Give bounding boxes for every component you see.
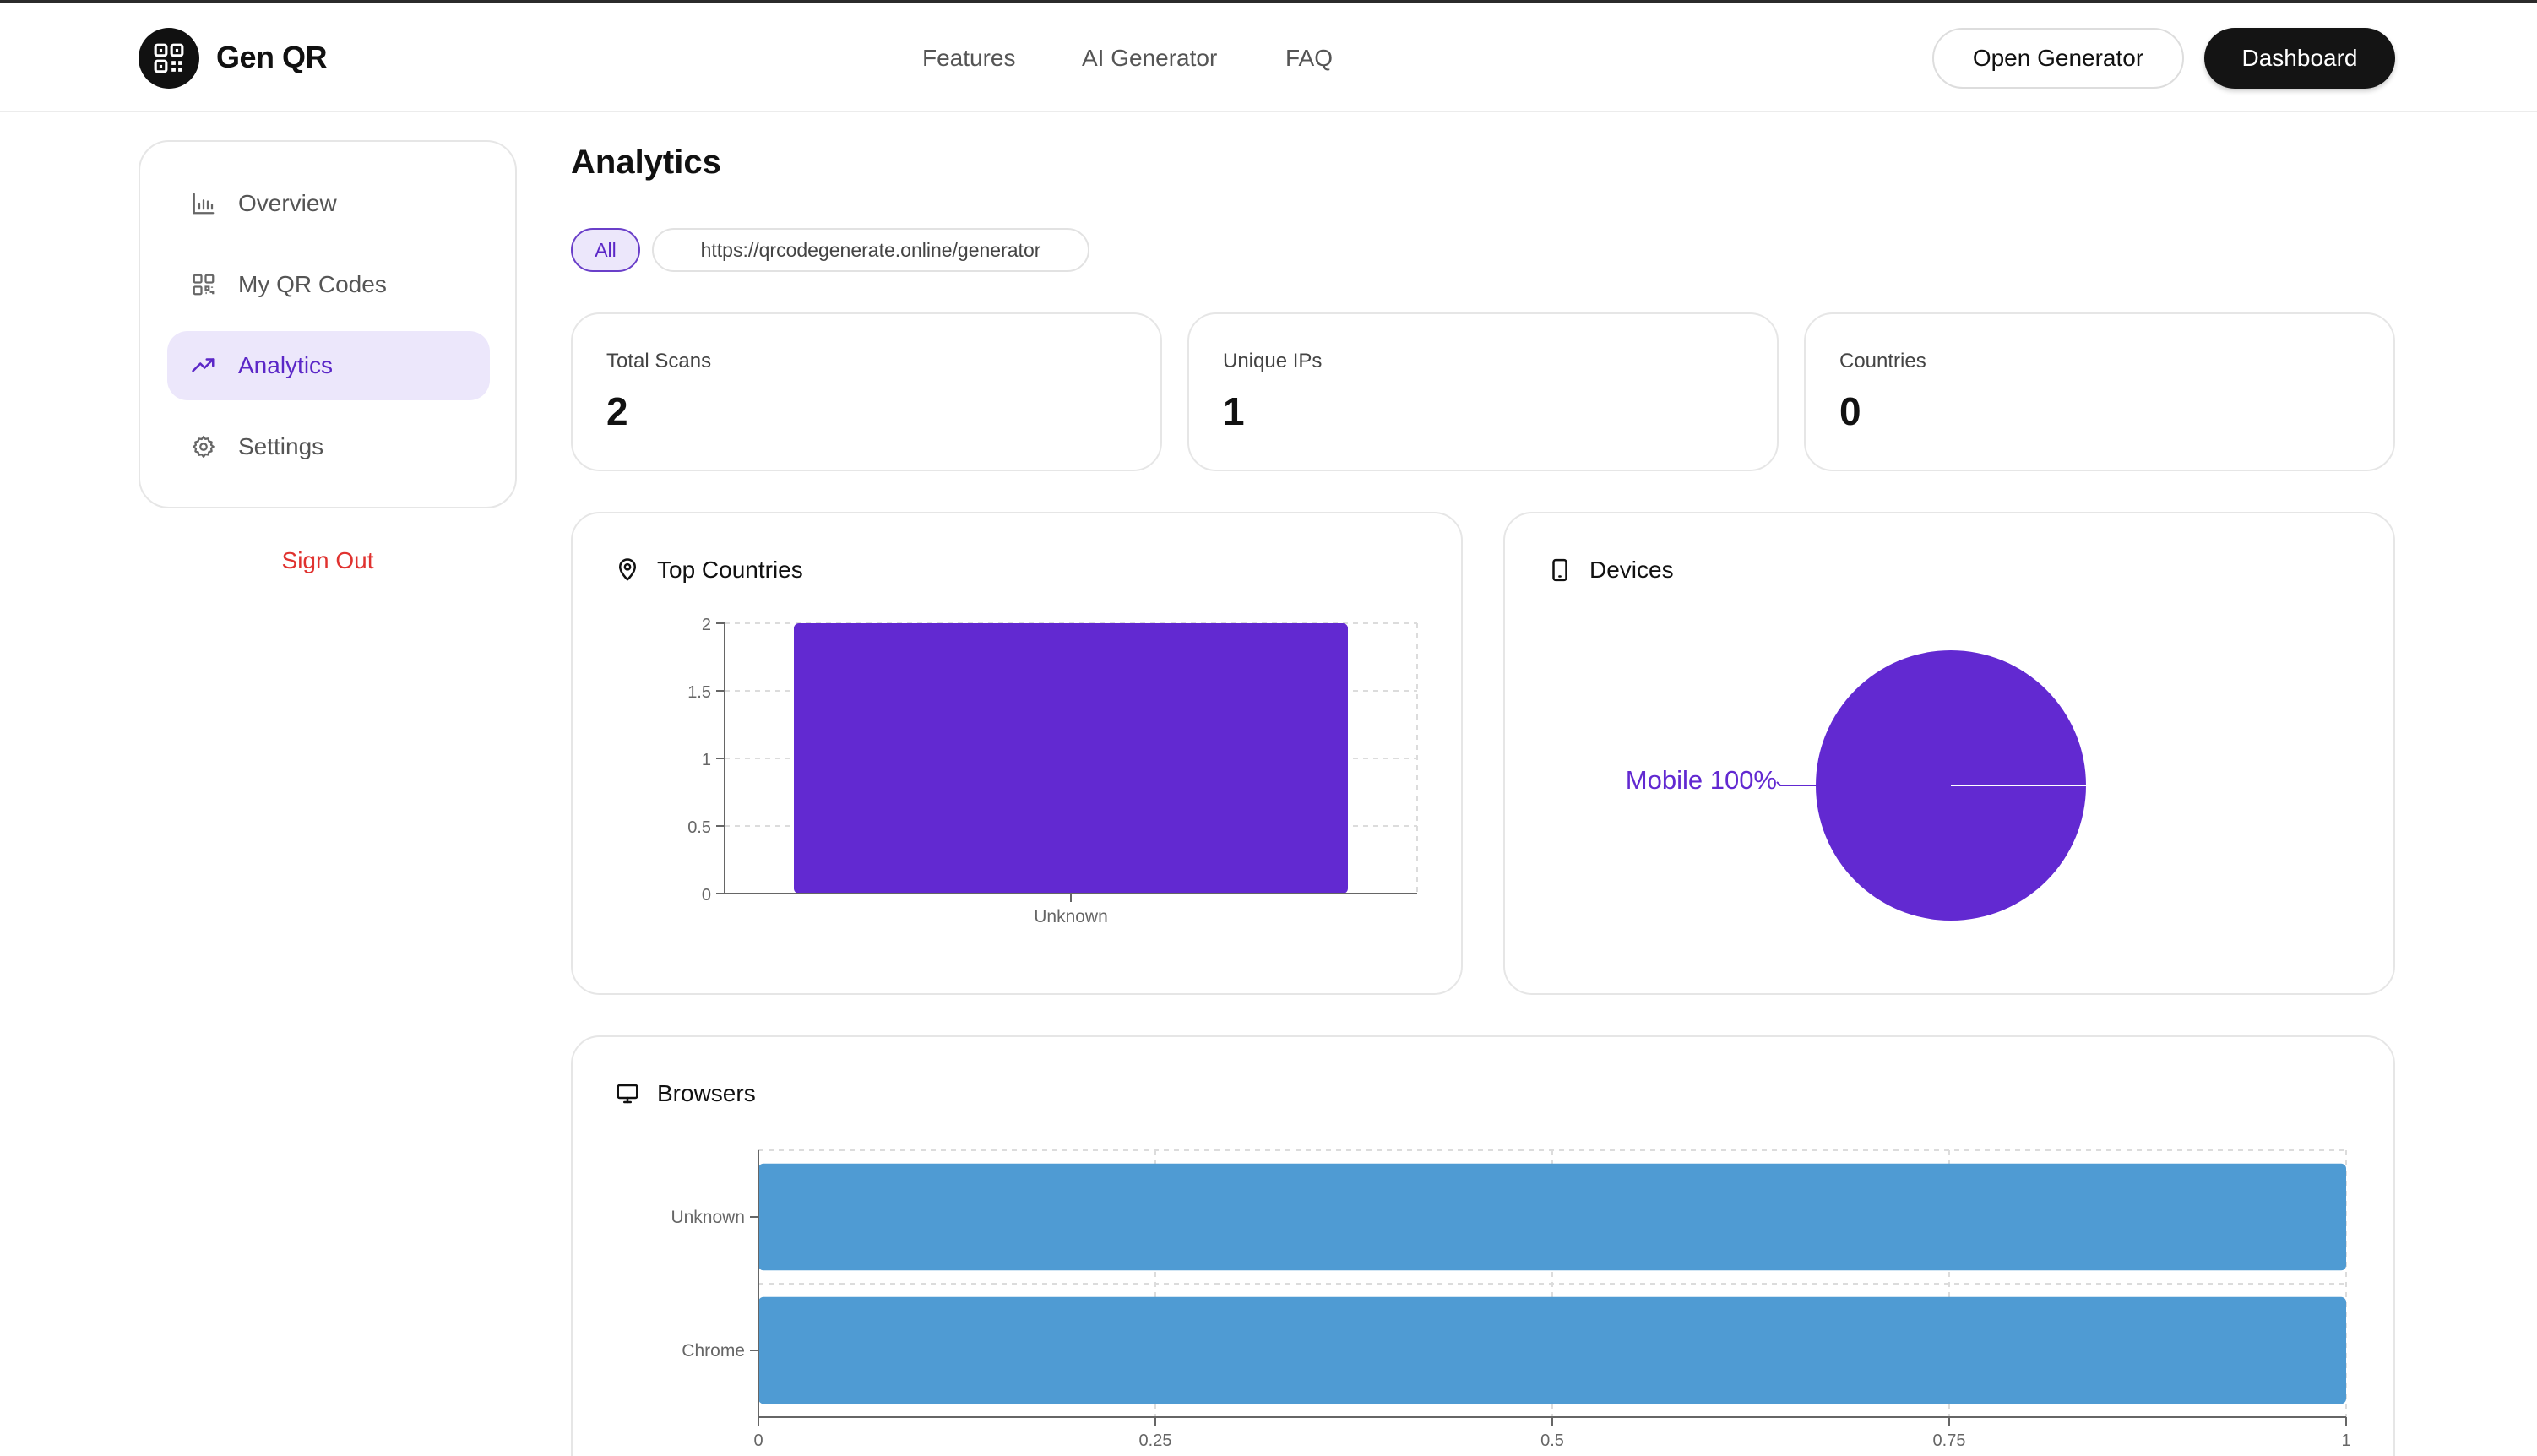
logo[interactable] xyxy=(139,28,199,89)
card-title-label: Top Countries xyxy=(657,557,803,583)
sidebar-item-label: My QR Codes xyxy=(238,271,387,297)
browsers-chart: 0 0.25 0.5 0.75 1 Unknown Chrome xyxy=(671,1149,2351,1450)
top-navbar: Gen QR Features AI Generator FAQ Open Ge… xyxy=(0,3,2537,112)
sidebar-item-settings[interactable]: Settings xyxy=(167,412,490,481)
stat-value: 2 xyxy=(606,389,628,433)
pie-data-label: Mobile 100% xyxy=(1626,765,1777,795)
monitor-icon xyxy=(613,1079,642,1108)
page-title: Analytics xyxy=(571,144,721,181)
sidebar-item-label: Settings xyxy=(238,433,324,459)
brand-name[interactable]: Gen QR xyxy=(216,40,328,74)
x-tick-label: 0 xyxy=(753,1432,763,1450)
bar xyxy=(758,1296,2346,1404)
card-title-label: Browsers xyxy=(657,1080,756,1106)
y-tick-label: Chrome xyxy=(682,1341,745,1361)
stat-label: Countries xyxy=(1839,350,1926,372)
y-tick-label: 2 xyxy=(702,616,711,634)
stat-value: 0 xyxy=(1839,389,1861,433)
y-tick-label: 0 xyxy=(702,886,711,905)
y-tick-label: 1.5 xyxy=(687,683,711,702)
card-title: Top Countries xyxy=(613,556,803,584)
stat-card-total-scans: Total Scans 2 xyxy=(571,312,1162,471)
x-tick-label: 0.75 xyxy=(1933,1432,1966,1450)
trending-up-icon xyxy=(189,351,218,380)
stat-label: Unique IPs xyxy=(1223,350,1323,372)
x-tick-label: 0.25 xyxy=(1139,1432,1172,1450)
sidebar-item-label: Overview xyxy=(238,190,337,216)
bar-chart-icon xyxy=(189,189,218,218)
qr-logo-icon xyxy=(154,43,184,73)
x-tick-label: Unknown xyxy=(1034,907,1108,926)
sidebar-item-my-qr-codes[interactable]: My QR Codes xyxy=(167,250,490,319)
smartphone-icon xyxy=(1546,556,1574,584)
y-tick-label: 0.5 xyxy=(687,818,711,837)
card-title-label: Devices xyxy=(1589,557,1674,583)
map-pin-icon xyxy=(613,556,642,584)
bar xyxy=(758,1163,2346,1271)
dashboard-button[interactable]: Dashboard xyxy=(2204,28,2395,89)
qr-code-icon xyxy=(189,270,218,299)
window-top-border xyxy=(0,0,2537,3)
sidebar: Overview My QR Codes Analytics Settings xyxy=(139,140,517,508)
open-generator-button[interactable]: Open Generator xyxy=(1932,28,2184,89)
browsers-card: Browsers 0 0.25 0.5 0.75 1 Unknown Chrome xyxy=(571,1035,2395,1456)
x-tick-label: 1 xyxy=(2341,1432,2350,1450)
bar xyxy=(794,623,1348,894)
devices-chart: Mobile 100% xyxy=(1626,650,2086,921)
sidebar-item-analytics[interactable]: Analytics xyxy=(167,331,490,400)
card-title: Devices xyxy=(1546,556,1674,584)
sidebar-item-overview[interactable]: Overview xyxy=(167,169,490,238)
y-tick-label: Unknown xyxy=(671,1208,745,1227)
top-countries-card: Top Countries 0 0.5 1 1.5 2 Unknown xyxy=(571,512,1463,995)
filter-url-pill[interactable]: https://qrcodegenerate.online/generator xyxy=(652,228,1089,272)
x-tick-label: 0.5 xyxy=(1540,1432,1564,1450)
stat-value: 1 xyxy=(1223,389,1245,433)
stat-card-countries: Countries 0 xyxy=(1804,312,2395,471)
sign-out-link[interactable]: Sign Out xyxy=(281,547,374,573)
card-title: Browsers xyxy=(613,1079,756,1108)
nav-features[interactable]: Features xyxy=(922,45,1016,71)
nav-ai-generator[interactable]: AI Generator xyxy=(1082,45,1218,71)
gear-icon xyxy=(189,432,218,461)
sidebar-item-label: Analytics xyxy=(238,352,334,378)
top-countries-chart: 0 0.5 1 1.5 2 Unknown xyxy=(687,616,1418,926)
y-tick-label: 1 xyxy=(702,751,711,769)
devices-card: Devices Mobile 100% xyxy=(1503,512,2395,995)
pie-leader-line xyxy=(1776,781,1816,786)
stat-card-unique-ips: Unique IPs 1 xyxy=(1187,312,1779,471)
stat-label: Total Scans xyxy=(606,350,712,372)
filter-all-pill[interactable]: All xyxy=(571,228,640,272)
nav-faq[interactable]: FAQ xyxy=(1285,45,1334,71)
